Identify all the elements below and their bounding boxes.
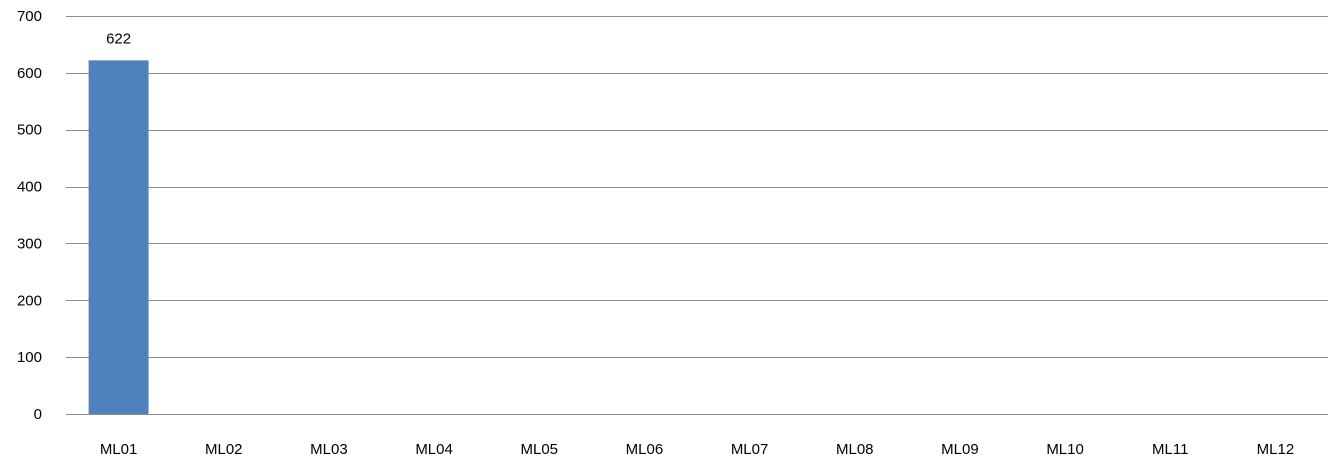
x-category-label: ML12 <box>1257 441 1295 458</box>
x-category-label: ML03 <box>310 441 348 458</box>
x-category-label: ML02 <box>205 441 243 458</box>
x-category-label: ML09 <box>941 441 979 458</box>
bar-ml01 <box>88 60 149 414</box>
x-category-label: ML01 <box>100 441 138 458</box>
y-tick-label: 400 <box>17 179 42 196</box>
x-category-label: ML11 <box>1152 441 1188 458</box>
gridlines <box>66 16 1328 415</box>
y-tick-label: 200 <box>17 292 42 309</box>
x-category-label: ML08 <box>836 441 874 458</box>
x-axis-category-labels: ML01 ML02 ML03 ML04 ML05 ML06 ML07 ML08 ML09 ML10… <box>100 441 1294 458</box>
bars <box>88 60 149 414</box>
x-category-label: ML04 <box>415 441 453 458</box>
y-tick-label: 600 <box>17 65 42 82</box>
y-tick-label: 500 <box>17 122 42 139</box>
data-label-ml01: 622 <box>106 30 131 47</box>
x-category-label: ML06 <box>626 441 664 458</box>
y-tick-label: 700 <box>17 8 42 25</box>
y-tick-label: 100 <box>17 349 42 366</box>
x-category-label: ML05 <box>520 441 558 458</box>
y-tick-label: 0 <box>34 406 42 423</box>
y-axis-tick-labels: 0 100 200 300 400 500 600 700 <box>17 8 42 423</box>
x-category-label: ML10 <box>1046 441 1084 458</box>
y-tick-label: 300 <box>17 235 42 252</box>
x-category-label: ML07 <box>731 441 769 458</box>
data-labels: 622 <box>106 30 131 47</box>
